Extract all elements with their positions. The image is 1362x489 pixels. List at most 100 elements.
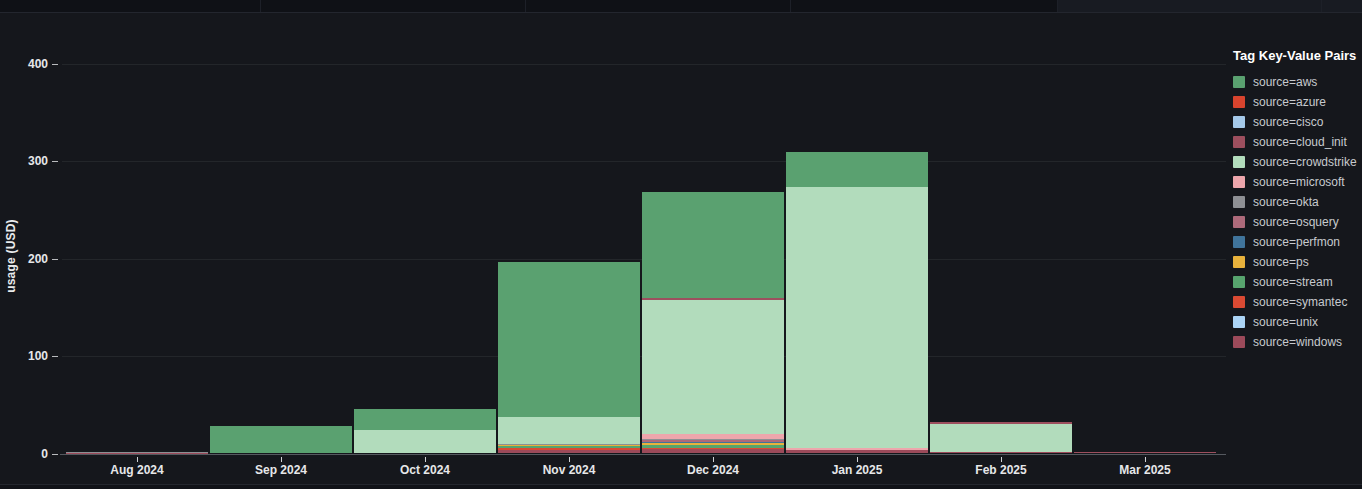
bar-segment-cloud_init[interactable] [930,422,1072,424]
legend: Tag Key-Value Pairs source=aws source=azu… [1233,48,1361,352]
legend-label: source=cloud_init [1253,135,1347,149]
legend-label: source=aws [1253,75,1317,89]
top-strip-segment [1058,0,1322,12]
y-tick-mark [52,259,58,260]
stacked-bar-sep-2024[interactable] [210,39,352,453]
legend-swatch [1233,236,1245,248]
bar-segment-windows[interactable] [930,452,1072,453]
stacked-bar-oct-2024[interactable] [354,39,496,453]
legend-swatch [1233,116,1245,128]
top-strip-segment [261,0,526,12]
y-tick-label: 0 [14,448,48,460]
bar-segment-crowdstrike[interactable] [642,300,784,435]
legend-item-okta[interactable]: source=okta [1233,192,1361,212]
bar-segment-cloud_init[interactable] [1074,452,1216,453]
bar-segment-ps[interactable] [642,443,784,445]
bar-segment-okta[interactable] [642,439,784,440]
bar-segment-perfmon[interactable] [642,442,784,443]
stacked-bar-aug-2024[interactable] [66,39,208,453]
bar-segment-microsoft[interactable] [642,434,784,439]
stacked-bar-mar-2025[interactable] [1074,39,1216,453]
bar-segment-aws[interactable] [498,262,640,417]
x-tick-mark [569,457,570,462]
legend-label: source=crowdstrike [1253,155,1357,169]
top-strip-segment [1322,0,1362,12]
legend-label: source=cisco [1253,115,1323,129]
legend-swatch [1233,296,1245,308]
y-tick-label: 200 [14,253,48,265]
bar-segment-symantec[interactable] [498,448,640,450]
bar-segment-crowdstrike[interactable] [930,424,1072,452]
x-tick-label: Mar 2025 [1100,463,1190,477]
legend-swatch [1233,276,1245,288]
top-strip-segment [791,0,1058,12]
legend-item-stream[interactable]: source=stream [1233,272,1361,292]
bar-segment-stream[interactable] [498,446,640,448]
legend-label: source=okta [1253,195,1319,209]
legend-label: source=azure [1253,95,1326,109]
legend-item-perfmon[interactable]: source=perfmon [1233,232,1361,252]
legend-swatch [1233,96,1245,108]
y-tick-mark [52,64,58,65]
bar-segment-cloud_init[interactable] [642,298,784,300]
x-tick-label: Aug 2024 [92,463,182,477]
bar-segment-windows[interactable] [786,450,928,453]
x-tick-mark [857,457,858,462]
legend-item-unix[interactable]: source=unix [1233,312,1361,332]
bar-segment-okta[interactable] [66,452,208,453]
legend-swatch [1233,136,1245,148]
bar-segment-windows[interactable] [498,450,640,453]
legend-item-cloud_init[interactable]: source=cloud_init [1233,132,1361,152]
legend-item-windows[interactable]: source=windows [1233,332,1361,352]
legend-label: source=symantec [1253,295,1347,309]
stacked-bar-dec-2024[interactable] [642,39,784,453]
top-panel-strip [0,0,1362,13]
bar-segment-windows[interactable] [1074,452,1216,453]
legend-item-cisco[interactable]: source=cisco [1233,112,1361,132]
stacked-bar-nov-2024[interactable] [498,39,640,453]
bar-segment-aws[interactable] [354,409,496,429]
bar-segment-crowdstrike[interactable] [786,187,928,448]
legend-label: source=unix [1253,315,1318,329]
y-tick-label: 100 [14,350,48,362]
top-strip-segment [0,0,261,12]
bar-segment-osquery[interactable] [498,444,640,445]
legend-swatch [1233,176,1245,188]
x-tick-mark [425,457,426,462]
y-tick-mark [52,161,58,162]
legend-item-symantec[interactable]: source=symantec [1233,292,1361,312]
bar-segment-microsoft[interactable] [786,448,928,450]
bar-segment-aws[interactable] [210,426,352,453]
x-tick-mark [713,457,714,462]
bar-segment-stream[interactable] [642,445,784,448]
bar-segment-windows[interactable] [66,453,208,454]
bar-segment-aws[interactable] [642,192,784,298]
bar-segment-crowdstrike[interactable] [498,417,640,443]
legend-item-azure[interactable]: source=azure [1233,92,1361,112]
y-tick-mark [52,356,58,357]
bar-segment-osquery[interactable] [642,440,784,442]
bar-segment-crowdstrike[interactable] [354,430,496,453]
bar-segment-aws[interactable] [786,152,928,187]
legend-label: source=stream [1253,275,1333,289]
bar-segment-okta[interactable] [498,444,640,445]
legend-swatch [1233,76,1245,88]
top-strip-segment [526,0,791,12]
stacked-bar-jan-2025[interactable] [786,39,928,453]
legend-item-microsoft[interactable]: source=microsoft [1233,172,1361,192]
legend-item-aws[interactable]: source=aws [1233,72,1361,92]
legend-item-ps[interactable]: source=ps [1233,252,1361,272]
bar-segment-windows[interactable] [642,449,784,453]
x-tick-label: Jan 2025 [812,463,902,477]
legend-title: Tag Key-Value Pairs [1233,48,1361,63]
legend-item-osquery[interactable]: source=osquery [1233,212,1361,232]
legend-item-crowdstrike[interactable]: source=crowdstrike [1233,152,1361,172]
bar-segment-symantec[interactable] [642,448,784,449]
stacked-bar-feb-2025[interactable] [930,39,1072,453]
x-tick-label: Sep 2024 [236,463,326,477]
y-tick-label: 300 [14,155,48,167]
bar-segment-ps[interactable] [498,445,640,446]
legend-label: source=windows [1253,335,1342,349]
legend-swatch [1233,316,1245,328]
dashboard-panel: usage (USD) 4003002001000 Aug 2024Sep 20… [0,0,1362,489]
